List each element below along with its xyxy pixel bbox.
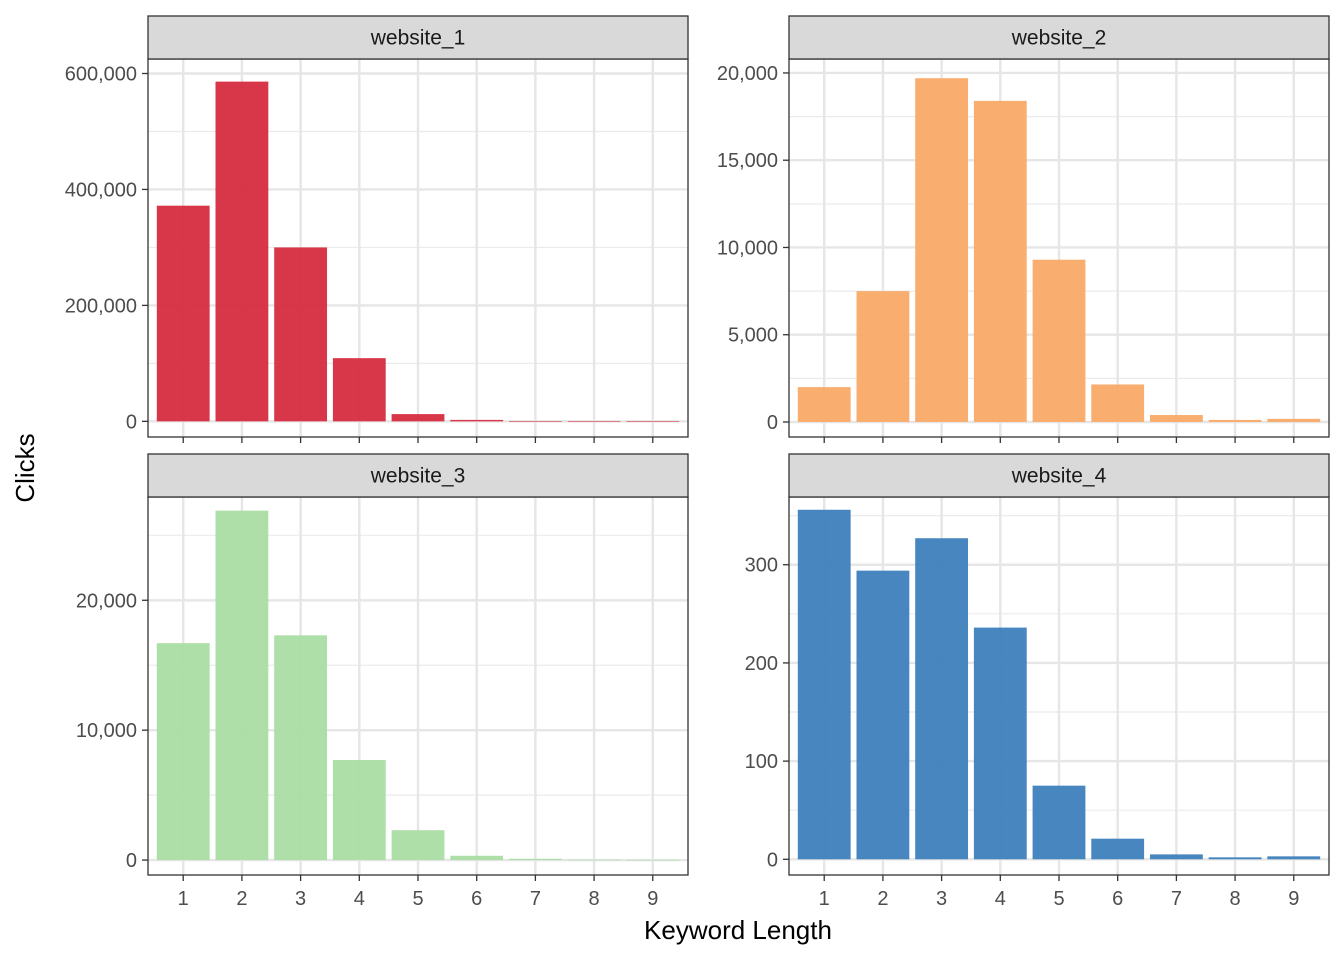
x-tick-label: 1: [819, 888, 830, 910]
bar-website_1-3: [274, 247, 328, 422]
x-tick-label: 2: [236, 888, 247, 910]
y-tick-label: 200,000: [65, 295, 137, 317]
y-tick-label: 0: [767, 849, 778, 871]
bar-website_4-1: [797, 509, 851, 860]
x-tick-label: 3: [936, 888, 947, 910]
bar-website_4-4: [973, 627, 1027, 860]
bar-website_2-1: [797, 387, 851, 422]
y-tick-label: 200: [745, 653, 778, 675]
bar-website_2-5: [1032, 259, 1086, 422]
x-tick-label: 2: [877, 888, 888, 910]
y-tick-label: 400,000: [65, 179, 137, 201]
bar-website_1-1: [156, 205, 210, 422]
strip-background: [788, 15, 1330, 60]
bar-website_3-3: [274, 635, 328, 861]
x-tick-label: 4: [354, 888, 365, 910]
x-tick-label: 5: [412, 888, 423, 910]
x-tick-label: 8: [1230, 888, 1241, 910]
bar-website_1-7: [508, 421, 562, 422]
bar-website_2-7: [1149, 415, 1203, 422]
bar-website_4-8: [1208, 857, 1262, 860]
bar-website_3-5: [391, 830, 445, 861]
bar-website_4-9: [1267, 856, 1321, 860]
bar-website_4-3: [915, 538, 969, 860]
bar-website_1-5: [391, 414, 445, 422]
x-tick-label: 9: [647, 888, 658, 910]
bar-website_3-8: [567, 859, 621, 861]
panel-website_2: website_2 0 5,000 10,000 15,000 20,000: [717, 15, 1330, 443]
y-tick-label: 300: [745, 555, 778, 577]
x-tick-label: 4: [995, 888, 1006, 910]
bar-website_1-8: [567, 421, 621, 422]
bar-website_2-9: [1267, 418, 1321, 422]
y-tick-label: 0: [767, 412, 778, 434]
y-tick-label: 0: [126, 411, 137, 433]
panel-website_4: website_4 0 100 200 300 1 2 3 4 5 6 7 8 9: [745, 453, 1330, 910]
y-tick-label: 20,000: [76, 590, 137, 612]
bar-website_2-8: [1208, 419, 1262, 422]
strip-background: [147, 15, 689, 60]
y-tick-label: 10,000: [76, 720, 137, 742]
bar-website_1-4: [332, 358, 386, 422]
x-tick-label: 6: [1112, 888, 1123, 910]
bar-website_3-1: [156, 643, 210, 861]
bar-website_1-6: [450, 419, 504, 422]
y-tick-label: 10,000: [717, 237, 778, 259]
x-tick-label: 9: [1288, 888, 1299, 910]
x-tick-label: 7: [1171, 888, 1182, 910]
strip-background: [788, 453, 1330, 498]
bar-website_4-6: [1091, 838, 1145, 860]
panels-layer: website_1 0 200,000 400,000 600,000 website_2…: [65, 15, 1330, 910]
strip-label: website_4: [1011, 465, 1107, 488]
strip-label: website_3: [370, 465, 466, 488]
x-axis-title: Keyword Length: [644, 915, 832, 945]
x-tick-label: 6: [471, 888, 482, 910]
bar-website_1-2: [215, 81, 269, 422]
bar-website_3-7: [508, 858, 562, 861]
strip-label: website_2: [1011, 27, 1107, 50]
bar-website_2-3: [915, 78, 969, 422]
bar-website_3-6: [450, 855, 504, 861]
y-tick-label: 20,000: [717, 63, 778, 85]
bar-website_2-6: [1091, 384, 1145, 422]
x-tick-label: 8: [589, 888, 600, 910]
bar-website_2-2: [856, 291, 910, 422]
y-tick-label: 15,000: [717, 150, 778, 172]
bar-website_4-7: [1149, 854, 1203, 860]
strip-label: website_1: [370, 27, 466, 50]
bar-website_2-4: [973, 100, 1027, 422]
y-tick-label: 0: [126, 850, 137, 872]
panel-website_1: website_1 0 200,000 400,000 600,000: [65, 15, 689, 443]
y-tick-label: 600,000: [65, 63, 137, 85]
strip-background: [147, 453, 689, 498]
bar-website_3-2: [215, 510, 269, 861]
bar-website_3-9: [626, 859, 680, 861]
x-tick-label: 5: [1053, 888, 1064, 910]
bar-website_3-4: [332, 760, 386, 861]
y-tick-label: 5,000: [728, 325, 778, 347]
bar-website_4-2: [856, 570, 910, 860]
x-tick-label: 3: [295, 888, 306, 910]
y-tick-label: 100: [745, 751, 778, 773]
bar-website_4-5: [1032, 785, 1086, 860]
x-tick-label: 7: [530, 888, 541, 910]
bar-website_1-9: [626, 421, 680, 422]
x-tick-label: 1: [178, 888, 189, 910]
y-axis-title: Clicks: [10, 433, 40, 502]
panel-website_3: website_3 0 10,000 20,000 1 2 3 4 5 6 7 8 9: [76, 453, 689, 910]
